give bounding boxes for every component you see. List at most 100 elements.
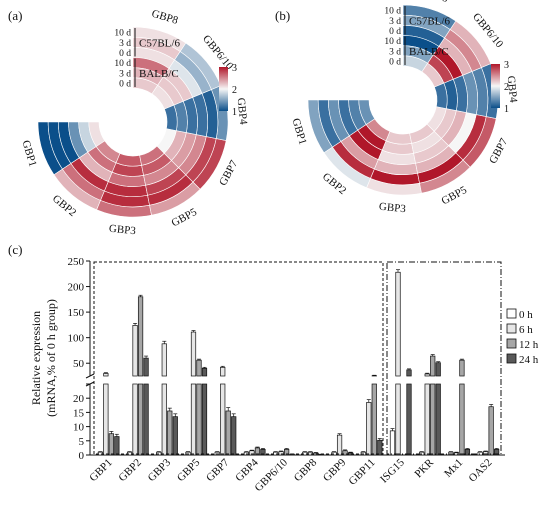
panel-label-a: (a) (8, 8, 22, 23)
heat-category-label: GBP7 (217, 158, 240, 188)
bar (407, 370, 412, 376)
y-tick-label: 100 (68, 333, 85, 345)
bar-lower-segment (372, 384, 377, 455)
y-axis-label-2: (mRNA,% of 0 h group) (44, 299, 58, 417)
y-tick-label: 10 (73, 422, 85, 434)
ring-day-label: 3 d (119, 39, 131, 49)
colorbar-tick: 1 (504, 104, 509, 115)
bar (109, 434, 114, 455)
x-tick-label: PKR (412, 456, 436, 480)
bar-lower-segment (396, 384, 401, 455)
bar (390, 431, 395, 455)
bar (436, 363, 441, 376)
bar (489, 407, 494, 455)
legend-swatch (507, 324, 516, 333)
y-axis-label: Relative expression (29, 311, 43, 405)
bar (460, 360, 465, 376)
colorbar-tick: 2 (232, 85, 237, 96)
legend-label: 12 h (519, 339, 539, 351)
bar (231, 417, 236, 455)
heat-category-label: GBP3 (378, 201, 406, 216)
bar (226, 411, 231, 455)
x-tick-label: GBP8 (292, 456, 320, 484)
bar (191, 332, 196, 376)
legend-swatch (507, 309, 516, 318)
bar (430, 356, 435, 376)
bar (367, 402, 372, 455)
panel-label-b: (b) (275, 8, 290, 23)
y-tick-label: 50 (73, 358, 85, 370)
x-tick-label: GBP6/10 (253, 456, 291, 494)
colorbar-tick: 3 (232, 63, 237, 74)
ring-day-label: 3 d (389, 17, 401, 27)
bar (337, 435, 342, 455)
heat-cell-gbp4-ring5 (434, 83, 447, 109)
x-tick-label: GBP11 (347, 457, 378, 488)
heat-category-label: GBP8 (150, 8, 180, 27)
bar-lower-segment (436, 384, 441, 455)
legend-swatch (507, 354, 516, 363)
ring-day-label: 3 d (119, 69, 131, 79)
bar-lower-segment (407, 384, 412, 455)
legend-swatch (507, 339, 516, 348)
bar (478, 452, 483, 455)
ring-day-label: 0 d (389, 27, 401, 37)
bar (173, 417, 178, 455)
bar-lower-segment (197, 384, 202, 455)
bar (162, 344, 167, 376)
heat-category-label: GBP3 (108, 223, 136, 238)
colorbar-tick: 2 (504, 82, 509, 93)
bar-lower-segment (220, 384, 225, 455)
bar-lower-segment (425, 384, 430, 455)
ring-day-label: 0 d (119, 79, 131, 89)
ring-day-label: 10 d (384, 37, 401, 47)
bar-lower-segment (202, 384, 207, 455)
x-tick-label: ISG15 (378, 456, 407, 485)
bar (144, 358, 149, 376)
x-tick-label: GBP5 (175, 456, 203, 484)
heat-category-label: GBP1 (19, 139, 38, 168)
y-tick-label: 250 (68, 256, 85, 268)
heat-cell-gbp4-ring5 (164, 105, 177, 131)
bar-lower-segment (460, 384, 465, 455)
y-tick-label: 0 (79, 450, 85, 462)
bar-lower-segment (133, 384, 138, 455)
heat-category-label: GBP7 (487, 136, 510, 166)
bar (138, 297, 143, 376)
colorbar-tick: 3 (504, 60, 509, 71)
isg-group-frame (387, 262, 501, 454)
colorbar (491, 64, 500, 108)
bar-lower-segment (162, 384, 167, 455)
colorbar-tick: 1 (232, 107, 237, 118)
heat-category-label: GBP1 (289, 117, 308, 146)
ring-day-label: 10 d (114, 29, 131, 39)
bar-lower-segment (430, 384, 435, 455)
heat-cell-gbp3-ring5 (116, 153, 142, 166)
bar (319, 454, 324, 455)
ring-day-label: 10 d (384, 7, 401, 17)
ring-day-label: 0 d (119, 49, 131, 59)
y-tick-label: 20 (73, 393, 85, 405)
group-label: BALB/C (409, 46, 449, 58)
y-tick-label: 5 (79, 436, 85, 448)
group-label: C57BL/6 (139, 37, 180, 49)
ring-day-label: 3 d (389, 47, 401, 57)
legend-label: 6 h (519, 324, 533, 336)
x-tick-label: GBP1 (87, 457, 115, 485)
bar (168, 411, 173, 455)
y-tick-label: 150 (68, 307, 85, 319)
x-tick-label: GBP3 (146, 456, 174, 484)
y-tick-label: 15 (73, 407, 85, 419)
bar-lower-segment (104, 384, 109, 455)
x-tick-label: OAS2 (467, 457, 495, 485)
heat-cell-gbp3-ring5 (386, 131, 412, 144)
heat-category-label: GBP8 (420, 0, 450, 5)
ring-day-label: 0 d (389, 57, 401, 67)
bar (378, 440, 383, 455)
